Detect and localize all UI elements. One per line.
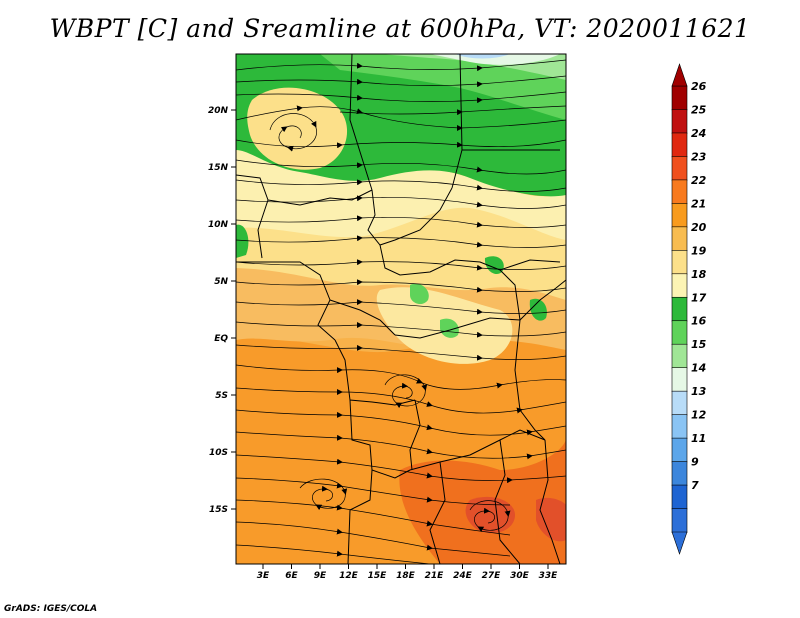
colorbar-swatch <box>671 437 688 463</box>
lon-label: 6E <box>285 571 298 581</box>
colorbar-swatch <box>671 296 688 322</box>
grads-credit: GrADS: IGES/COLA <box>4 604 98 614</box>
colorbar-label: 13 <box>691 385 707 398</box>
streamlines <box>236 59 566 564</box>
colorbar-label: 23 <box>691 150 707 163</box>
colorbar-swatch <box>671 414 688 439</box>
colorbar-swatch <box>671 132 688 158</box>
colorbar-swatch <box>671 320 688 346</box>
colorbar-label: 14 <box>691 362 706 375</box>
colorbar-swatch <box>671 367 688 392</box>
colorbar-swatch <box>671 226 688 252</box>
wbpt-field-19 <box>236 204 566 300</box>
lon-label: 21E <box>425 571 445 581</box>
lat-label: 15S <box>209 505 228 515</box>
colorbar-swatch <box>671 343 688 369</box>
lon-label: 30E <box>510 571 530 581</box>
colorbar-label: 11 <box>691 432 706 445</box>
colorbar-label: 12 <box>691 409 707 422</box>
colorbar-label: 20 <box>691 221 707 234</box>
map-panel <box>236 54 566 564</box>
colorbar-swatch <box>671 156 688 181</box>
lon-label: 24E <box>453 571 473 581</box>
chart-title: WBPT [C] and Sreamline at 600hPa, VT: 20… <box>49 14 751 43</box>
wbpt-field-24b <box>536 497 566 542</box>
lon-label: 27E <box>482 571 502 581</box>
colorbar-label: 16 <box>691 315 707 328</box>
lon-label: 12E <box>339 571 359 581</box>
colorbar-swatch <box>671 109 688 134</box>
colorbar-label: 21 <box>691 197 706 210</box>
colorbar-label: 26 <box>691 80 707 93</box>
colorbar-swatch <box>671 85 688 111</box>
colorbar-min-arrow <box>671 531 688 555</box>
wbpt-patch-e <box>236 224 249 258</box>
colorbar-swatch <box>671 250 688 275</box>
map-frame <box>235 53 567 565</box>
lon-label: 18E <box>396 571 416 581</box>
colorbar-label: 24 <box>691 127 706 140</box>
colorbar-label: 9 <box>691 456 699 469</box>
lon-label: 9E <box>314 571 327 581</box>
colorbar-label: 15 <box>691 338 707 351</box>
colorbar-label: 17 <box>691 291 707 304</box>
colorbar-swatch <box>671 390 688 416</box>
lat-label: 10S <box>209 448 228 458</box>
wbpt-field-14 <box>430 54 560 65</box>
lat-label: EQ <box>214 334 228 344</box>
lon-label: 33E <box>539 571 559 581</box>
colorbar-swatch <box>671 461 688 486</box>
colorbar: 26 25 24 23 22 21 20 19 18 17 16 15 14 13 12 11 9 7 <box>671 63 707 555</box>
colorbar-swatch <box>671 179 688 205</box>
latitude-axis: 20N 15N 10N 5N EQ 5S 10S 15S <box>208 106 236 515</box>
lat-label: 15N <box>208 163 229 173</box>
colorbar-label: 22 <box>691 174 707 187</box>
colorbar-label: 18 <box>691 268 707 281</box>
colorbar-swatch <box>671 203 688 228</box>
colorbar-swatch <box>671 508 688 533</box>
lat-label: 10N <box>208 220 229 230</box>
lat-label: 20N <box>208 106 229 116</box>
lat-label: 5S <box>215 391 228 401</box>
lon-label: 15E <box>368 571 388 581</box>
country-borders <box>236 54 566 564</box>
longitude-axis: 3E 6E 9E 12E 15E 18E 21E 24E 27E 30E 33E <box>257 564 558 581</box>
colorbar-label: 7 <box>691 479 699 492</box>
colorbar-max-arrow <box>671 63 688 87</box>
colorbar-swatch <box>671 484 688 510</box>
wbpt-patch-d <box>529 298 547 321</box>
colorbar-label: 19 <box>691 244 707 257</box>
lon-label: 3E <box>257 571 270 581</box>
colorbar-swatch <box>671 273 688 299</box>
colorbar-label: 25 <box>691 103 707 116</box>
wbpt-field-13 <box>455 54 510 59</box>
lat-label: 5N <box>214 277 228 287</box>
